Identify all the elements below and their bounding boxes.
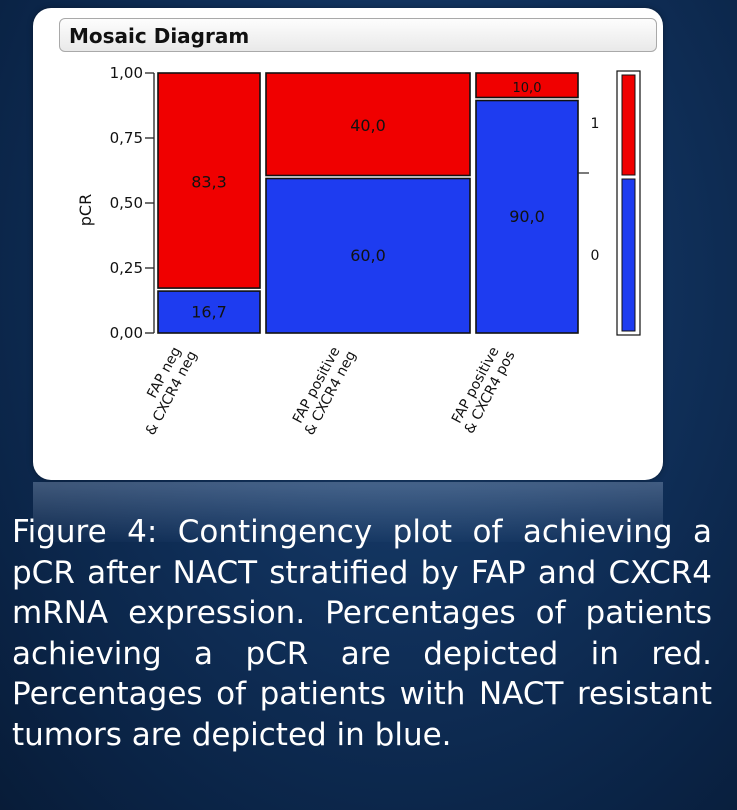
y-axis-label: pCR [76, 194, 95, 226]
tile-red [157, 72, 261, 289]
tile-red [265, 72, 471, 177]
tile-blue [265, 177, 471, 334]
y-tick-label: 0,25 [110, 259, 143, 277]
x-axis: FAP neg& CXCR4 neg FAP positive& CXCR4 ne… [143, 344, 519, 438]
legend-label-1: 1 [591, 116, 600, 132]
legend-swatch-blue [621, 178, 636, 332]
chart-panel: Mosaic Diagram pCR 1,00 0,75 0,50 0,25 0,00 … [33, 8, 663, 480]
panel-title: Mosaic Diagram [59, 18, 657, 52]
mosaic-tiles: 83,3 16,7 40,0 60,0 10,0 90,0 [157, 72, 579, 334]
y-tick-label: 1,00 [110, 64, 143, 82]
data-label-red: 10,0 [513, 81, 542, 96]
y-axis: 1,00 0,75 0,50 0,25 0,00 [110, 64, 155, 342]
legend-swatch-red [621, 74, 636, 176]
panel-reflection [33, 482, 663, 542]
tile-red [475, 72, 579, 99]
data-label-blue: 90,0 [509, 207, 545, 226]
data-label-red: 83,3 [191, 172, 227, 191]
legend: 10 [578, 70, 641, 336]
tile-blue [475, 99, 579, 334]
y-tick-label: 0,50 [110, 194, 143, 212]
y-tick-label: 0,00 [110, 324, 143, 342]
tile-blue [157, 290, 261, 334]
data-label-red: 40,0 [350, 116, 386, 135]
y-tick-label: 0,75 [110, 129, 143, 147]
data-label-blue: 60,0 [350, 246, 386, 265]
mosaic-chart: pCR 1,00 0,75 0,50 0,25 0,00 83,3 16,7 40,0 60,… [76, 64, 641, 438]
figure-caption: Figure 4: Contingency plot of achieving … [12, 514, 712, 753]
legend-label-0: 0 [591, 248, 600, 264]
data-label-blue: 16,7 [191, 302, 227, 321]
